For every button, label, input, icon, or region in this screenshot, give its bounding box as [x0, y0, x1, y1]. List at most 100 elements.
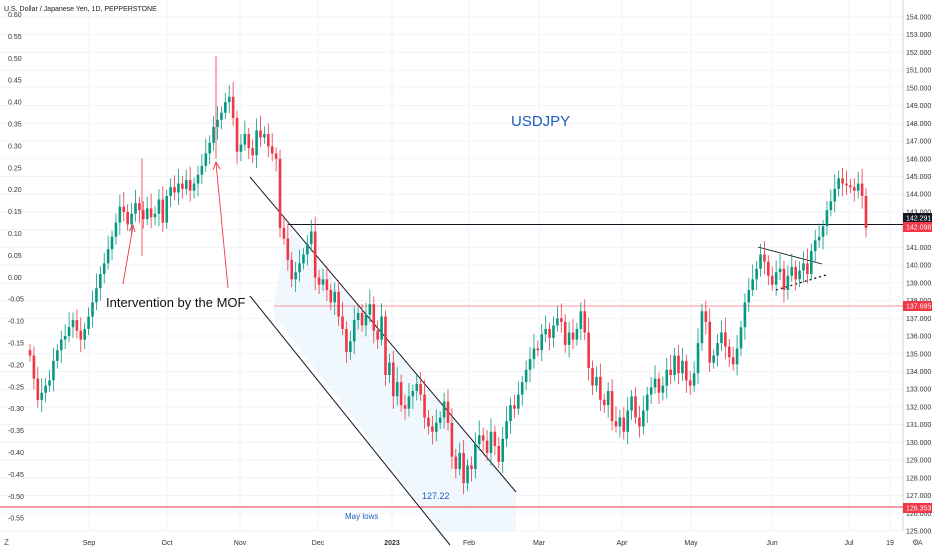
left-tick-label: -0.50	[8, 494, 24, 501]
candle	[114, 213, 118, 245]
candle	[583, 299, 587, 341]
left-tick-label: 0.10	[8, 231, 22, 238]
candle	[431, 415, 434, 445]
candle-body	[356, 312, 360, 321]
candle	[196, 165, 200, 197]
candle	[266, 123, 270, 158]
candle	[802, 251, 805, 284]
candle	[458, 442, 462, 476]
left-tick-label: -0.10	[8, 319, 24, 326]
candle	[321, 268, 325, 291]
time-tick-label: Nov	[234, 540, 247, 547]
candle-body	[829, 201, 833, 211]
candle-body	[481, 435, 485, 441]
candle-body	[653, 378, 657, 388]
candle-body	[825, 210, 829, 227]
right-tick-label: 145.000	[906, 174, 931, 181]
candle-body	[395, 382, 399, 397]
candle-body	[642, 410, 645, 427]
candle	[434, 409, 438, 442]
left-tick-label: -0.40	[8, 450, 24, 457]
right-tick-label: 134.000	[906, 369, 931, 376]
candle	[618, 409, 622, 438]
candle-body	[306, 243, 309, 255]
candle-body	[442, 401, 446, 418]
candle-body	[622, 417, 626, 432]
candle-body	[196, 174, 200, 184]
candle	[48, 369, 51, 392]
candle-body	[83, 328, 86, 340]
candle	[477, 420, 481, 451]
candle-body	[227, 96, 231, 103]
candle	[118, 194, 122, 236]
candle-body	[52, 360, 55, 381]
candle	[130, 203, 133, 236]
candle-body	[657, 378, 661, 393]
candle	[177, 168, 180, 206]
candle-body	[595, 376, 598, 386]
candle-body	[810, 250, 813, 274]
price-tag-bg	[903, 213, 932, 223]
candle-body	[716, 343, 719, 356]
candle-body	[376, 330, 379, 340]
candle	[630, 390, 633, 420]
candle-body	[841, 178, 844, 184]
price-tag-bg	[903, 503, 932, 513]
candle-body	[665, 369, 669, 386]
candle-body	[75, 320, 79, 331]
candle	[75, 309, 79, 339]
price-tag: 142.291	[903, 213, 932, 223]
candle-body	[673, 355, 676, 376]
candle	[122, 191, 126, 222]
candle-body	[731, 357, 735, 365]
candle-body	[638, 417, 641, 427]
candle	[227, 84, 231, 114]
candle-body	[44, 385, 47, 393]
auto-scale-icon[interactable]: A	[918, 540, 923, 547]
candle	[415, 374, 419, 401]
candle	[591, 360, 594, 396]
candle-body	[118, 206, 122, 223]
candle	[298, 250, 301, 282]
candle-body	[48, 380, 51, 386]
candle-body	[36, 378, 40, 400]
candle-body	[91, 302, 94, 317]
right-tick-label: 132.000	[906, 404, 931, 411]
settings-icon[interactable]: ⚙	[912, 538, 919, 547]
candle	[645, 386, 649, 424]
zoom-icon[interactable]: Z	[4, 538, 9, 547]
time-axis[interactable]: Sep Oct Nov Dec 2023 Feb Mar Apr May Jun Jul 19	[83, 540, 894, 547]
right-tick-label: 137.000	[906, 316, 931, 323]
time-tick-label: 19	[886, 540, 894, 547]
candle-body	[786, 275, 790, 290]
candle	[274, 147, 278, 172]
candle-body	[692, 373, 696, 386]
candle-body	[540, 334, 544, 351]
candle-body	[849, 185, 852, 188]
candle	[845, 170, 848, 195]
candle-body	[184, 180, 188, 189]
candle-body	[606, 390, 610, 406]
candle	[774, 260, 778, 296]
candle-body	[767, 261, 770, 276]
time-tick-label: Oct	[162, 540, 173, 547]
candle-body	[727, 346, 731, 358]
candle	[384, 310, 387, 387]
candle	[380, 303, 383, 346]
candle	[837, 170, 840, 197]
candle-body	[302, 254, 305, 264]
candle	[184, 169, 188, 196]
left-tick-label: 0.45	[8, 78, 22, 85]
candle	[657, 372, 661, 404]
candle-body	[145, 208, 149, 220]
candle-body	[634, 396, 637, 418]
candle-body	[122, 206, 126, 212]
time-tick-label: May	[684, 540, 698, 547]
left-tick-label: -0.20	[8, 362, 24, 369]
candle-body	[704, 311, 708, 322]
candle-body	[364, 314, 368, 326]
candle-body	[763, 254, 766, 262]
candle	[392, 350, 395, 409]
candle-body	[173, 187, 176, 193]
left-tick-label: -0.15	[8, 341, 24, 348]
